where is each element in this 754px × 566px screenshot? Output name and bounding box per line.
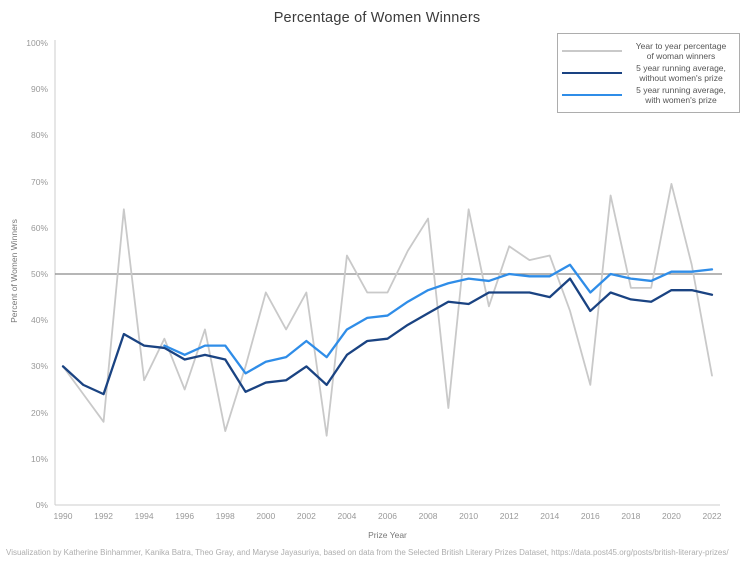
legend-item-label: 5 year running average, without women's p… xyxy=(636,63,726,83)
x-tick-label: 2014 xyxy=(540,511,560,521)
x-tick-label: 2022 xyxy=(702,511,722,521)
x-tick-label: 1990 xyxy=(53,511,73,521)
y-tick-label: 90% xyxy=(30,84,48,95)
series-line-avg-without-womens-prize xyxy=(61,277,714,396)
x-tick-label: 2016 xyxy=(580,511,600,521)
y-tick-label: 20% xyxy=(30,407,48,418)
y-tick-label: 50% xyxy=(30,269,48,279)
x-tick-label: 2008 xyxy=(418,511,438,521)
x-tick-label: 1992 xyxy=(94,511,114,521)
legend-item-label: Year to year percentage of woman winners xyxy=(635,41,727,61)
legend-line-swatch xyxy=(562,93,622,97)
chart-title: Percentage of Women Winners xyxy=(273,10,481,26)
x-tick-label: 1998 xyxy=(215,511,235,521)
y-tick-label: 70% xyxy=(30,176,48,187)
legend-item-year-to-year: Year to year percentage of woman winners xyxy=(562,41,735,61)
x-tick-label: 2006 xyxy=(378,511,397,521)
x-axis-title: Prize Year xyxy=(368,530,407,540)
legend: Year to year percentage of woman winners 5… xyxy=(557,33,740,113)
series-line-year-to-year xyxy=(62,183,713,437)
legend-line-swatch xyxy=(562,71,622,75)
legend-item-avg-without-womens-prize: 5 year running average, without women's p… xyxy=(562,63,735,83)
series-line-avg-with-womens-prize xyxy=(163,263,714,375)
y-tick-label: 10% xyxy=(30,453,48,464)
y-tick-label: 100% xyxy=(26,38,48,48)
x-tick-label: 2004 xyxy=(337,511,357,521)
x-tick-label: 2020 xyxy=(661,511,681,521)
legend-item-label: 5 year running average, with women's priz… xyxy=(636,85,726,105)
x-tick-label: 2012 xyxy=(499,511,519,521)
y-tick-label: 80% xyxy=(30,130,48,141)
y-tick-label: 0% xyxy=(35,500,48,510)
y-axis-title: Percent of Women Winners xyxy=(9,219,19,323)
source-caption: Visualization by Katherine Binhammer, Ka… xyxy=(6,548,729,557)
x-tick-label: 2018 xyxy=(621,511,641,521)
legend-item-avg-with-womens-prize: 5 year running average, with women's priz… xyxy=(562,85,735,105)
x-tick-label: 1994 xyxy=(134,511,154,521)
y-tick-label: 40% xyxy=(30,315,48,326)
x-tick-label: 2010 xyxy=(459,511,479,521)
x-tick-label: 2002 xyxy=(296,511,316,521)
x-tick-label: 1996 xyxy=(175,511,195,521)
legend-line-swatch xyxy=(562,50,622,52)
x-tick-label: 2000 xyxy=(256,511,276,521)
y-tick-label: 30% xyxy=(30,361,48,372)
y-tick-label: 60% xyxy=(30,222,48,233)
